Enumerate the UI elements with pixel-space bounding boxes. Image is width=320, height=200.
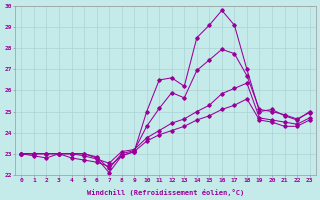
- X-axis label: Windchill (Refroidissement éolien,°C): Windchill (Refroidissement éolien,°C): [87, 189, 244, 196]
